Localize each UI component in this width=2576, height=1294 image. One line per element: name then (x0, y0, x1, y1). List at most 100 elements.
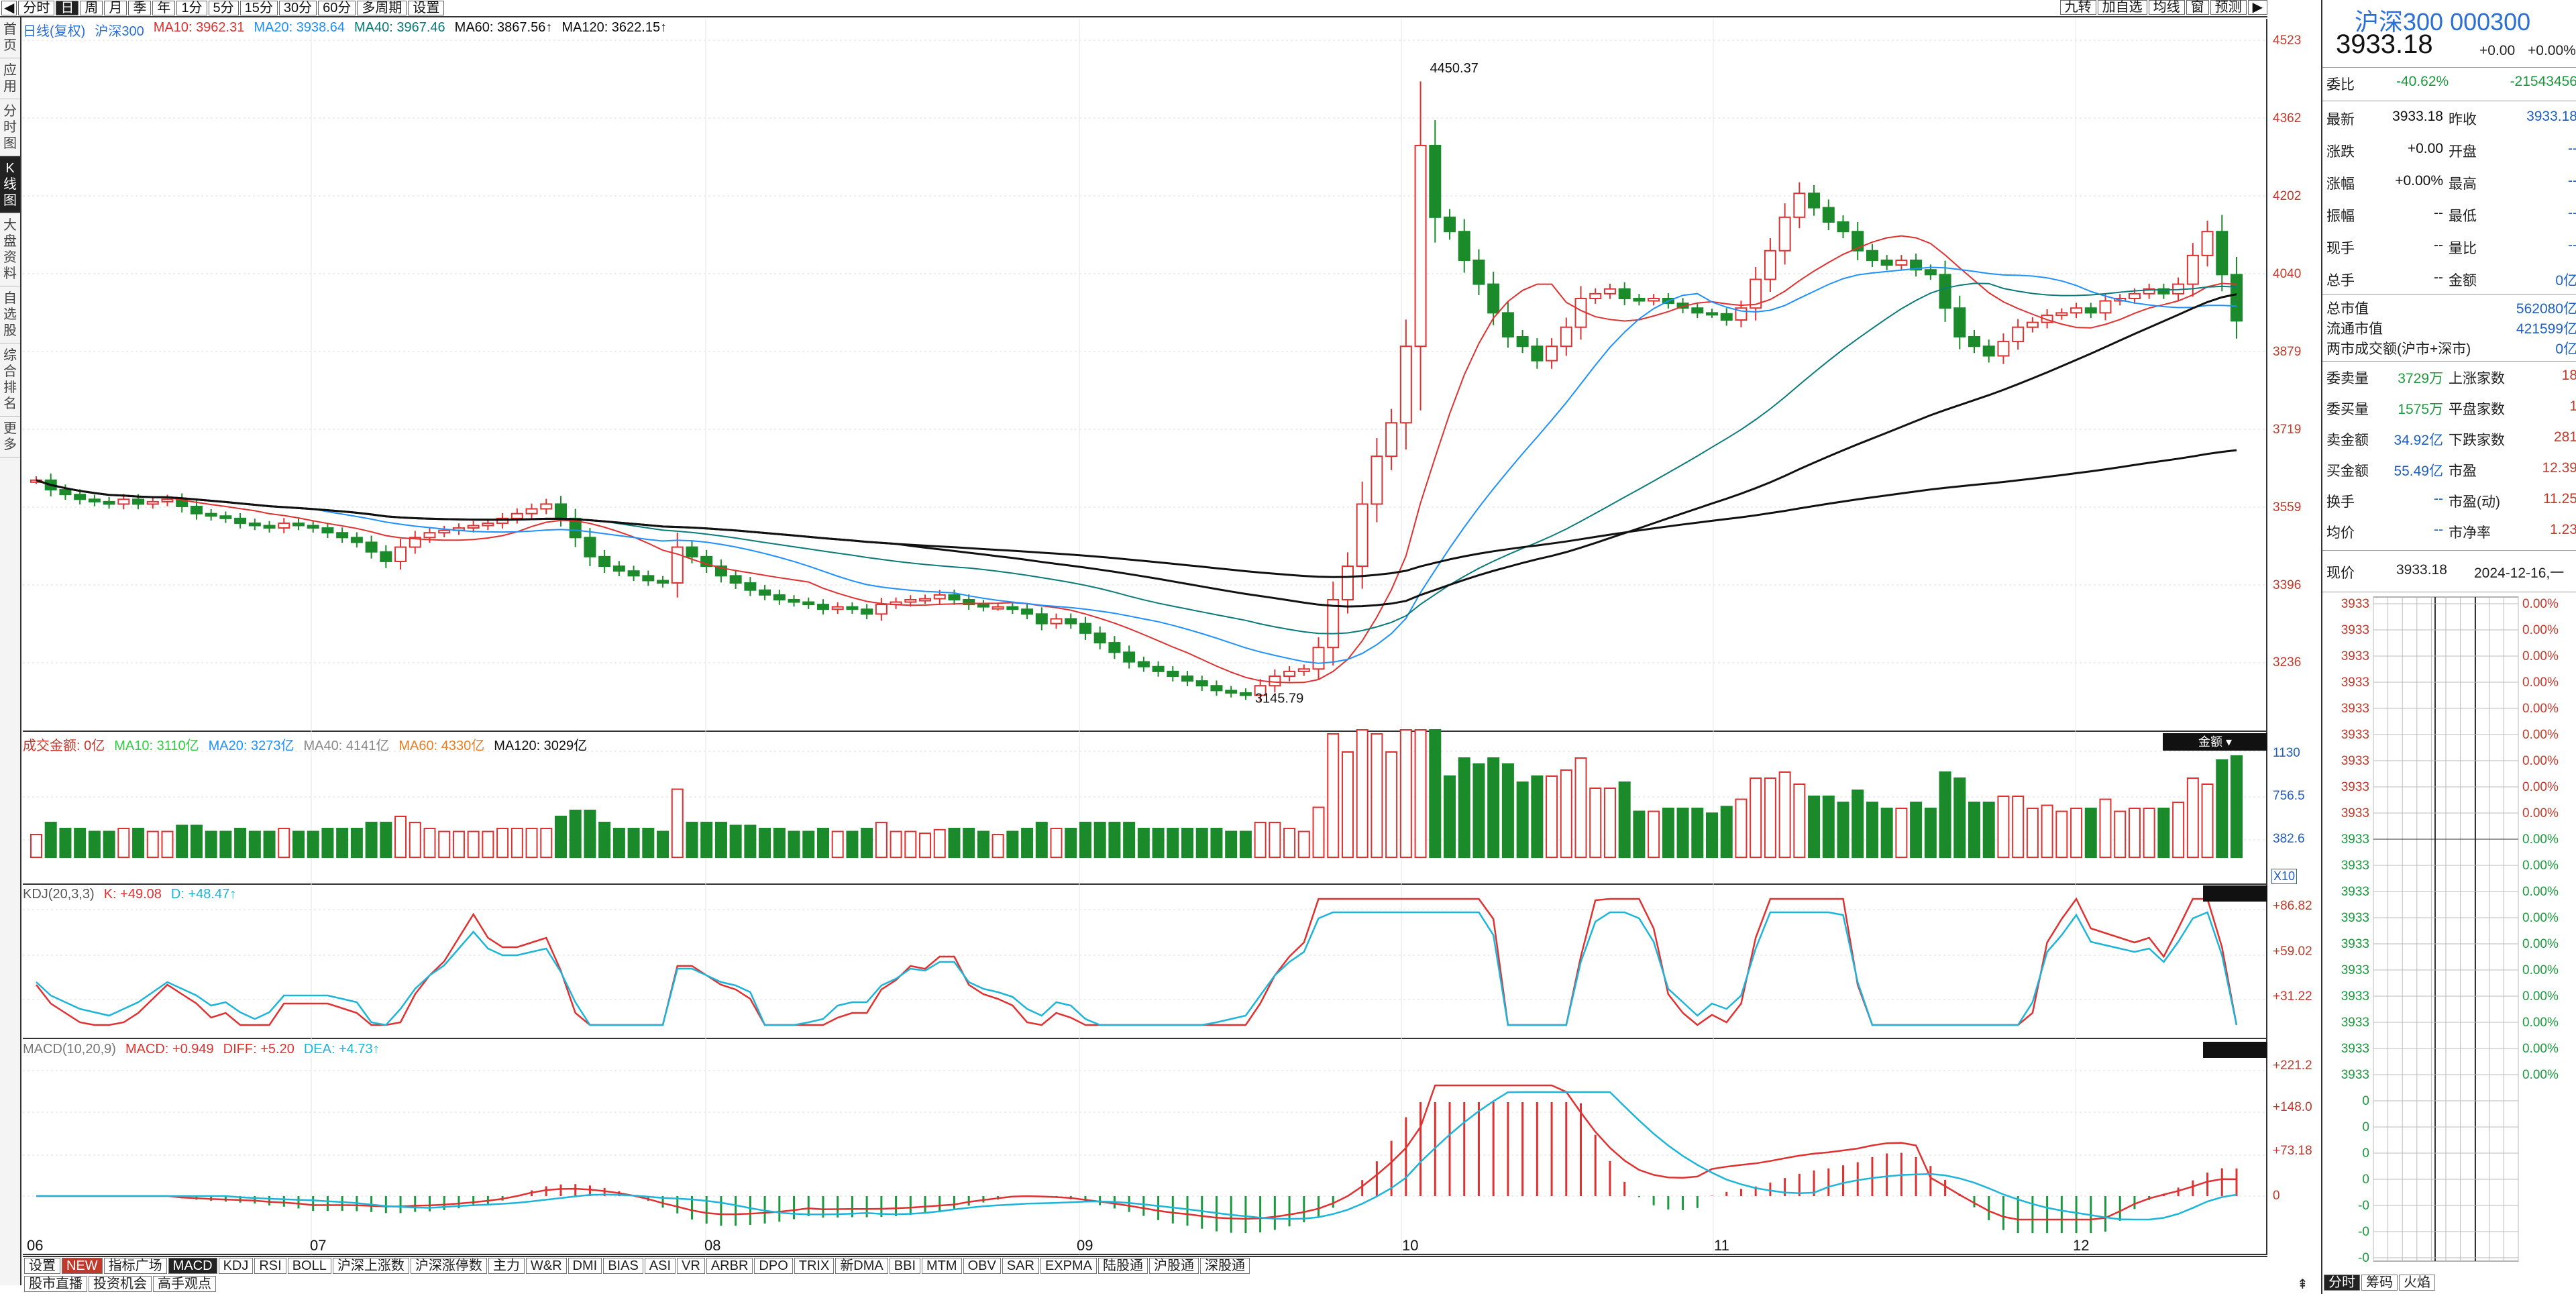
indicator-tab-17[interactable]: TRIX (794, 1258, 835, 1274)
volume-selector[interactable]: 金额 ▾ (2163, 733, 2267, 751)
mini-left-label: 3933 (2341, 623, 2369, 637)
period-5[interactable]: 年 (152, 1, 176, 15)
indicator-tab-9[interactable]: 主力 (488, 1258, 525, 1274)
sidebar-item-3[interactable]: K线图 (0, 156, 20, 213)
macd-settings-button[interactable] (2203, 1042, 2267, 1058)
period-8[interactable]: 15分 (239, 1, 278, 15)
period-0[interactable]: 分时 (18, 1, 55, 15)
kdj-settings-button[interactable] (2203, 885, 2267, 902)
bottom-tab-2[interactable]: 高手观点 (153, 1276, 216, 1292)
volume-bar (190, 824, 203, 858)
indicator-tab-14[interactable]: VR (677, 1258, 705, 1274)
high-label: 4450.37 (1430, 61, 1479, 76)
volume-bar (1735, 798, 1748, 858)
indicator-tab-26[interactable]: 深股通 (1199, 1258, 1250, 1274)
vol-ma60: MA60: 4330亿 (398, 739, 485, 753)
mini-right-label: 0.00% (2522, 963, 2559, 977)
volume-bar (1589, 788, 1602, 858)
candle-body (1691, 307, 1704, 314)
vol-ma20: MA20: 3273亿 (208, 739, 294, 753)
intraday-mini-chart[interactable]: 3933 3933 3933 3933 3933 3933 3933 3933 3933 3933… (2322, 594, 2576, 1265)
kdj-label[interactable]: KDJ(20,3,3) (23, 887, 95, 902)
candle-body (963, 598, 975, 606)
kdj-k: K: +49.08 (103, 887, 162, 902)
panel-tab-2[interactable]: 火焰 (2399, 1275, 2435, 1291)
volume-bar (1093, 822, 1106, 858)
indicator-tab-19[interactable]: BBI (889, 1258, 921, 1274)
toolbar-right-4[interactable]: 预测 (2210, 0, 2247, 15)
indicator-tab-3[interactable]: MACD (168, 1258, 217, 1274)
toolbar-right-3[interactable]: 窗 (2186, 0, 2209, 15)
indicator-tab-13[interactable]: ASI (644, 1258, 676, 1274)
indicator-tab-6[interactable]: BOLL (287, 1258, 331, 1274)
mini-left-label: 3933 (2341, 754, 2369, 768)
indicator-tab-11[interactable]: DMI (568, 1258, 602, 1274)
volume-bar (1764, 777, 1776, 858)
indicator-tab-5[interactable]: RSI (254, 1258, 286, 1274)
indicator-tab-8[interactable]: 沪深涨停数 (410, 1258, 487, 1274)
macd-diff: DIFF: +5.20 (223, 1042, 294, 1057)
indicator-tab-1[interactable]: NEW (62, 1258, 103, 1274)
sidebar-item-0[interactable]: 首页 (0, 17, 20, 58)
period-7[interactable]: 5分 (208, 1, 239, 15)
indicator-tab-24[interactable]: 陆股通 (1097, 1258, 1148, 1274)
toolbar-right-0[interactable]: 九转 (2059, 0, 2096, 15)
indicator-tab-21[interactable]: OBV (963, 1258, 1001, 1274)
indicator-tab-15[interactable]: ARBR (706, 1258, 753, 1274)
nav-arrow-left[interactable]: ◀ (1, 1, 17, 15)
weibi-value: -21543456 (2510, 74, 2576, 89)
period-9[interactable]: 30分 (278, 1, 317, 15)
indicator-tab-7[interactable]: 沪深上涨数 (332, 1258, 409, 1274)
period-buttons: 分时日周月季年 1分 5分 15分 30分 60分 多周期 设置 (17, 1, 445, 15)
candle-body (773, 594, 786, 600)
indicator-tab-2[interactable]: 指标广场 (103, 1258, 167, 1274)
indicator-tab-12[interactable]: BIAS (603, 1258, 643, 1274)
indicator-tab-22[interactable]: SAR (1002, 1258, 1039, 1274)
period-6[interactable]: 1分 (176, 1, 207, 15)
indicator-tab-4[interactable]: KDJ (218, 1258, 254, 1274)
candle-body (321, 527, 334, 534)
indicator-tab-25[interactable]: 沪股通 (1148, 1258, 1199, 1274)
bottom-tab-0[interactable]: 股市直播 (24, 1276, 87, 1292)
sidebar-item-6[interactable]: 综合排名 (0, 343, 20, 417)
stat-row: 换手 -- 市盈(动) 11.25 (2322, 487, 2576, 519)
now-label: 现价 (2326, 565, 2355, 581)
candle-body (1137, 661, 1150, 667)
indicator-tab-0[interactable]: 设置 (24, 1258, 60, 1274)
panel-tab-1[interactable]: 筹码 (2361, 1275, 2398, 1291)
stat-label: 换手 (2326, 494, 2355, 510)
indicator-tab-23[interactable]: EXPMA (1040, 1258, 1097, 1274)
toolbar-right-2[interactable]: 均线 (2148, 0, 2185, 15)
sidebar-item-4[interactable]: 大盘资料 (0, 213, 20, 286)
volume-bar (1269, 822, 1281, 858)
panel-tab-0[interactable]: 分时 (2324, 1275, 2360, 1291)
period-2[interactable]: 周 (80, 1, 103, 15)
candle-body (438, 529, 451, 534)
sidebar-item-2[interactable]: 分时图 (0, 99, 20, 156)
toolbar-right-1[interactable]: 加自选 (2097, 0, 2147, 15)
bottom-tab-1[interactable]: 投资机会 (89, 1276, 152, 1292)
quote-value: 3933.18 (2526, 109, 2576, 124)
period-10[interactable]: 60分 (318, 1, 356, 15)
indicator-tab-10[interactable]: W&R (525, 1258, 567, 1274)
indicator-tab-18[interactable]: 新DMA (835, 1258, 888, 1274)
period-4[interactable]: 季 (128, 1, 152, 15)
indicator-tab-16[interactable]: DPO (754, 1258, 793, 1274)
cap-value: 421599亿 (2516, 321, 2576, 337)
macd-label[interactable]: MACD(10,20,9) (23, 1042, 116, 1057)
period-3[interactable]: 月 (104, 1, 127, 15)
now-price: 3933.18 (2396, 562, 2447, 578)
indicator-tab-20[interactable]: MTM (922, 1258, 962, 1274)
kline-chart[interactable]: 4450.37 3145.79 (23, 19, 2267, 1260)
volume-bar (1239, 830, 1252, 858)
legend-period[interactable]: 日线(复权) (23, 24, 86, 39)
sidebar-item-7[interactable]: 更多 (0, 417, 20, 457)
sidebar-item-1[interactable]: 应用 (0, 58, 20, 99)
period-12[interactable]: 设置 (408, 1, 445, 15)
sidebar-item-5[interactable]: 自选股 (0, 286, 20, 343)
period-1[interactable]: 日 (56, 1, 79, 15)
expand-icon[interactable]: ⇞ (2297, 1277, 2308, 1292)
mini-left-label: 3933 (2341, 702, 2369, 716)
nav-arrow-right[interactable]: ▶ (2247, 0, 2267, 15)
period-11[interactable]: 多周期 (357, 1, 407, 15)
